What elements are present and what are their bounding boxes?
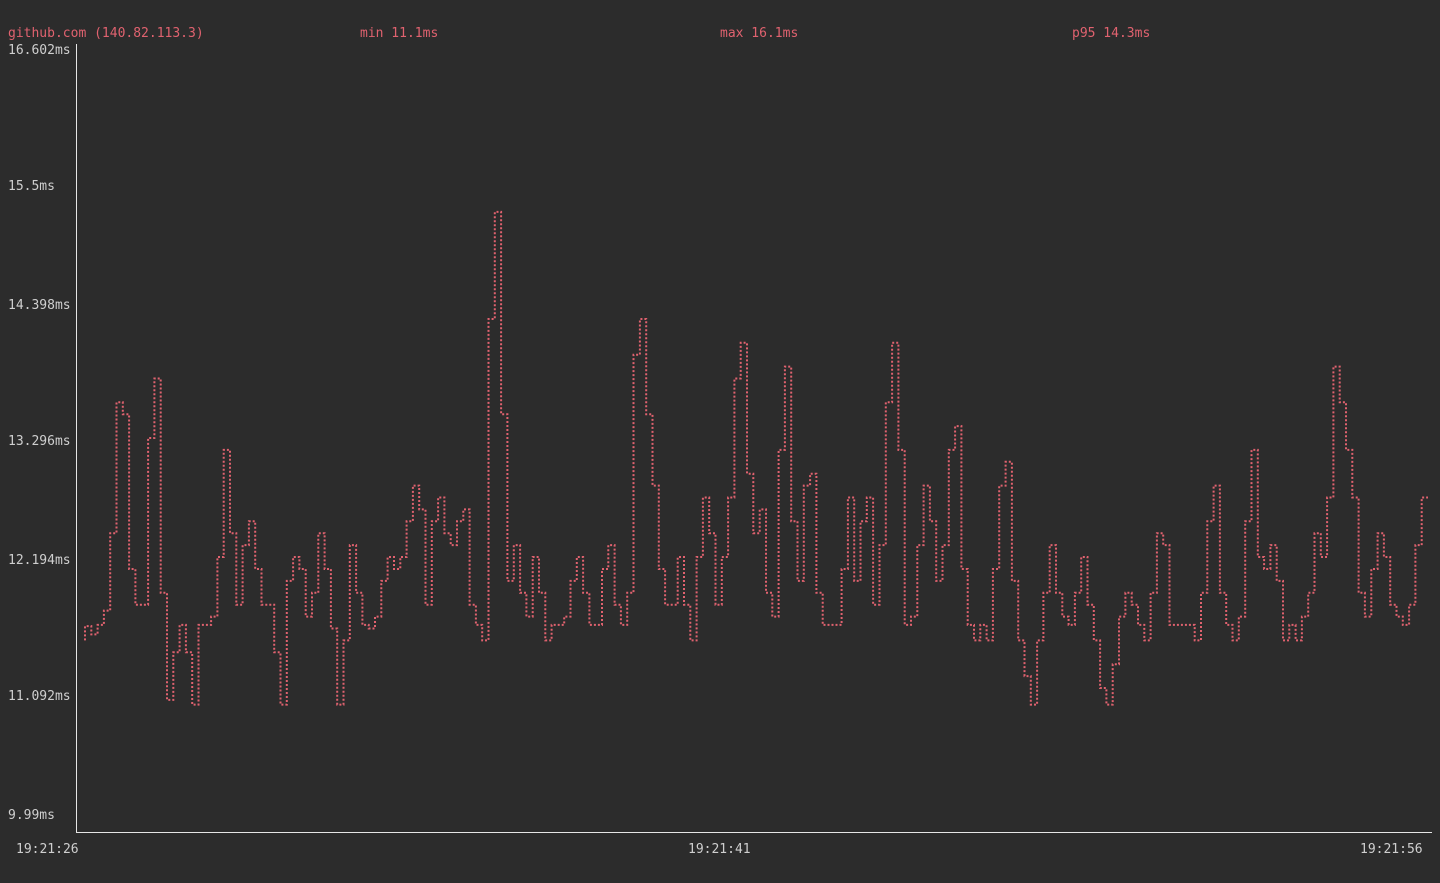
- y-tick-label: 16.602ms: [8, 43, 71, 58]
- min-stat: min 11.1ms: [360, 26, 439, 41]
- x-tick-label: 19:21:26: [16, 842, 79, 857]
- x-tick-label: 19:21:56: [1360, 842, 1423, 857]
- y-tick-label: 9.99ms: [8, 808, 55, 823]
- y-tick-label: 11.092ms: [8, 689, 71, 704]
- series-line: [84, 210, 1428, 706]
- host-label: github.com (140.82.113.3): [8, 26, 204, 41]
- x-tick-label: 19:21:41: [688, 842, 751, 857]
- y-tick-label: 14.398ms: [8, 298, 71, 313]
- y-tick-label: 13.296ms: [8, 434, 71, 449]
- p95-stat: p95 14.3ms: [1072, 26, 1151, 41]
- y-tick-label: 12.194ms: [8, 553, 71, 568]
- y-tick-label: 15.5ms: [8, 179, 55, 194]
- max-stat: max 16.1ms: [720, 26, 799, 41]
